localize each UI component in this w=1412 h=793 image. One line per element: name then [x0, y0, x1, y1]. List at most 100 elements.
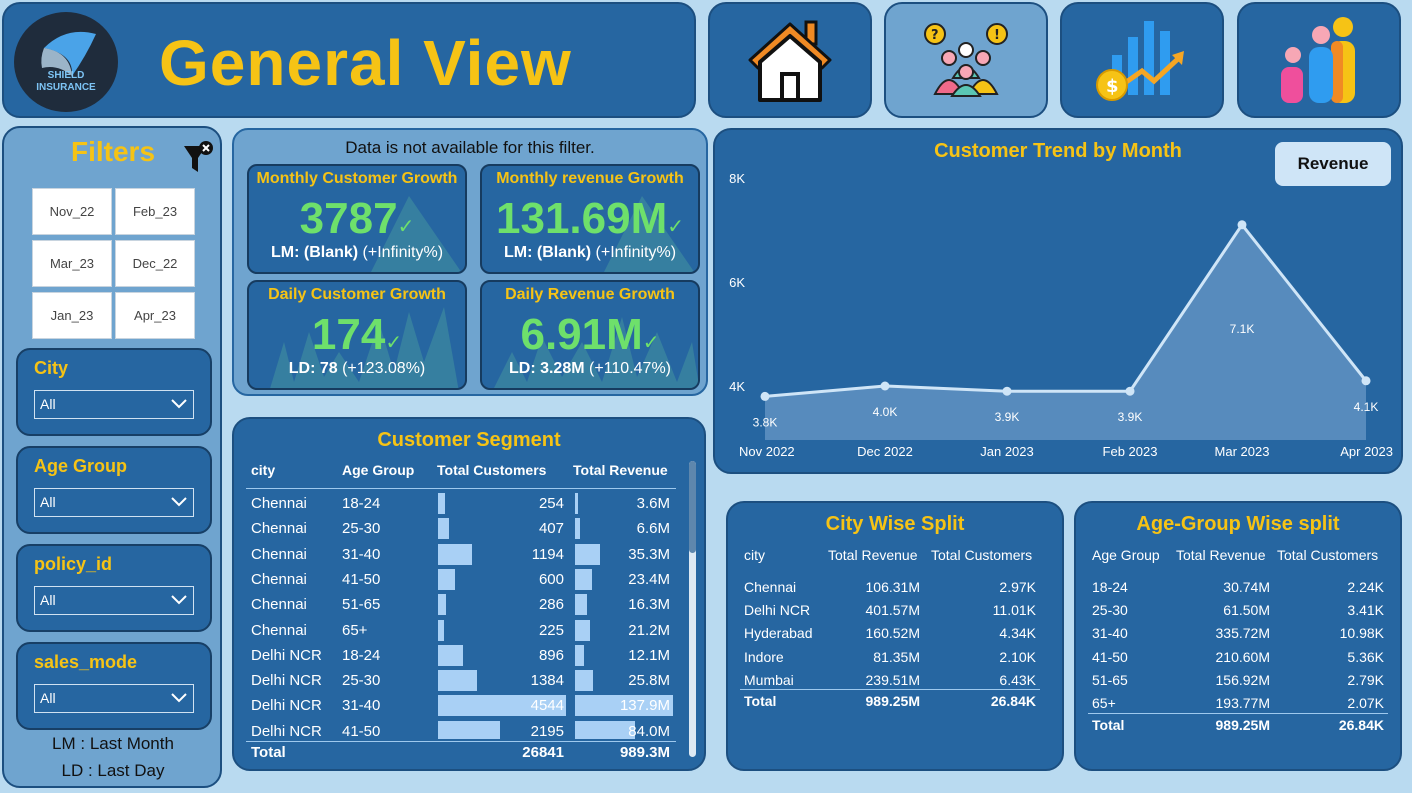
table-row[interactable]: 65+ 193.77M 2.07K: [1088, 695, 1388, 718]
col-header-total-revenue[interactable]: Total Revenue: [828, 547, 918, 563]
city-cell: Delhi NCR: [251, 722, 322, 739]
customers-cell: 2195: [530, 722, 564, 739]
col-header-total-customers[interactable]: Total Customers: [437, 462, 547, 478]
sales-mode-dropdown[interactable]: All: [34, 684, 194, 713]
sparkline-background: [270, 307, 459, 388]
svg-text:$: $: [1106, 76, 1119, 97]
table-scrollbar[interactable]: [689, 461, 696, 757]
city-dropdown[interactable]: All: [34, 390, 194, 419]
data-point: [880, 381, 890, 391]
sparkline-background: [604, 196, 695, 272]
table-row[interactable]: Chennai 18-24 254 3.6M: [246, 491, 676, 516]
clear-filter-icon[interactable]: [182, 140, 216, 174]
city-cell: Chennai: [251, 545, 307, 563]
revenue-bar: [575, 695, 673, 717]
age-group-cell: 18-24: [342, 646, 381, 664]
col-header-total-customers[interactable]: Total Customers: [931, 547, 1033, 563]
table-row[interactable]: 51-65 156.92M 2.79K: [1088, 672, 1388, 695]
city-cell: Chennai: [251, 621, 307, 639]
sparkline-background: [494, 317, 698, 388]
table-row[interactable]: Mumbai 239.51M 6.43K: [740, 672, 1040, 695]
logo-text-line1: SHIELD: [47, 70, 85, 81]
chevron-down-icon: [171, 399, 187, 409]
table-row[interactable]: 18-24 30.74M 2.24K: [1088, 579, 1388, 602]
x-tick-label: Apr 2023: [1340, 444, 1393, 459]
data-label: 3.9K: [1118, 410, 1143, 424]
table-row[interactable]: 31-40 335.72M 10.98K: [1088, 625, 1388, 648]
nav-customers-button[interactable]: ? !: [884, 2, 1048, 118]
label-cell: 25-30: [1092, 602, 1128, 619]
table-row[interactable]: Delhi NCR 41-50 2195 84.0M: [246, 719, 676, 739]
check-icon: ✓: [667, 216, 684, 238]
revenue-cell: 81.35M: [873, 648, 920, 665]
filters-panel: Filters Nov_22 Feb_23 Mar_23 Dec_22 Jan_…: [2, 126, 222, 788]
month-chip-nov22[interactable]: Nov_22: [32, 188, 112, 235]
customers-cell: 1194: [531, 545, 564, 563]
age-group-dropdown[interactable]: All: [34, 488, 194, 517]
customers-cell: 2.79K: [1347, 671, 1384, 688]
ld-legend-note: LD : Last Day: [61, 761, 165, 780]
y-tick-label: 8K: [729, 171, 745, 186]
table-row[interactable]: Chennai 41-50 600 23.4M: [246, 567, 676, 592]
kpi-comparison-label: LM: (Blank): [503, 244, 592, 261]
col-header-age-group[interactable]: Age Group: [1092, 547, 1160, 563]
check-icon: ✓: [385, 332, 403, 354]
logo-text-line2: INSURANCE: [36, 82, 96, 93]
customers-cell: 600: [538, 570, 564, 588]
revenue-bar: [575, 518, 580, 540]
col-header-age-group[interactable]: Age Group: [342, 462, 415, 478]
col-header-city[interactable]: city: [744, 547, 765, 563]
total-customers: 26.84K: [1338, 717, 1384, 733]
kpi-value: 174: [311, 310, 386, 359]
table-row[interactable]: Delhi NCR 18-24 896 12.1M: [246, 643, 676, 668]
city-cell: Delhi NCR: [251, 697, 322, 715]
month-chip-jan23[interactable]: Jan_23: [32, 292, 112, 339]
table-row[interactable]: Chennai 25-30 407 6.6M: [246, 516, 676, 541]
revenue-toggle-button[interactable]: Revenue: [1275, 142, 1391, 186]
table-row[interactable]: Delhi NCR 31-40 4544 137.9M: [246, 693, 676, 718]
table-row[interactable]: Indore 81.35M 2.10K: [740, 649, 1040, 672]
age-group-cell: 41-50: [342, 722, 381, 739]
table-row[interactable]: Chennai 106.31M 2.97K: [740, 579, 1040, 602]
city-cell: Chennai: [251, 570, 307, 588]
month-chip-mar23[interactable]: Mar_23: [32, 240, 112, 287]
revenue-cell: 61.50M: [1223, 602, 1270, 619]
policy-id-dropdown-value: All: [40, 592, 56, 608]
age-group-cell: 25-30: [342, 672, 381, 690]
month-chip-dec22[interactable]: Dec_22: [115, 240, 195, 287]
customers-cell: 2.97K: [999, 579, 1036, 595]
revenue-cell: 210.60M: [1215, 648, 1270, 665]
nav-revenue-button[interactable]: $: [1060, 2, 1224, 118]
nav-age-group-button[interactable]: [1237, 2, 1401, 118]
revenue-bar: [575, 543, 601, 565]
table-row[interactable]: Chennai 51-65 286 16.3M: [246, 592, 676, 617]
policy-id-dropdown[interactable]: All: [34, 586, 194, 615]
policy-id-slicer: policy_id All: [16, 544, 212, 632]
scrollbar-thumb[interactable]: [689, 461, 696, 553]
col-header-total-revenue[interactable]: Total Revenue: [573, 462, 668, 478]
col-header-total-revenue[interactable]: Total Revenue: [1176, 547, 1266, 563]
month-chip-feb23[interactable]: Feb_23: [115, 188, 195, 235]
x-tick-label: Mar 2023: [1215, 444, 1270, 459]
kpi-comparison-label: LD: 78: [288, 360, 338, 377]
table-row[interactable]: Chennai 31-40 1194 35.3M: [246, 542, 676, 567]
col-header-city[interactable]: city: [251, 462, 276, 478]
month-chip-apr23[interactable]: Apr_23: [115, 292, 195, 339]
age-group-dropdown-value: All: [40, 494, 56, 510]
nav-home-button[interactable]: [708, 2, 872, 118]
revenue-growth-icon: $: [1096, 21, 1184, 101]
table-row[interactable]: 41-50 210.60M 5.36K: [1088, 649, 1388, 672]
shield-icon: [41, 31, 96, 76]
table-total-row: Total 989.25M 26.84K: [740, 689, 1040, 711]
revenue-bar: [575, 670, 594, 692]
col-header-total-customers[interactable]: Total Customers: [1277, 547, 1379, 563]
table-row[interactable]: Delhi NCR 401.57M 11.01K: [740, 602, 1040, 625]
age-group-cell: 65+: [342, 621, 368, 639]
kpi-title: Daily Customer Growth: [268, 286, 446, 303]
table-title: Customer Segment: [377, 429, 561, 451]
table-row[interactable]: 25-30 61.50M 3.41K: [1088, 602, 1388, 625]
table-row[interactable]: Hyderabad 160.52M 4.34K: [740, 625, 1040, 648]
revenue-cell: 160.52M: [865, 625, 920, 642]
table-row[interactable]: Chennai 65+ 225 21.2M: [246, 618, 676, 643]
table-row[interactable]: Delhi NCR 25-30 1384 25.8M: [246, 668, 676, 693]
